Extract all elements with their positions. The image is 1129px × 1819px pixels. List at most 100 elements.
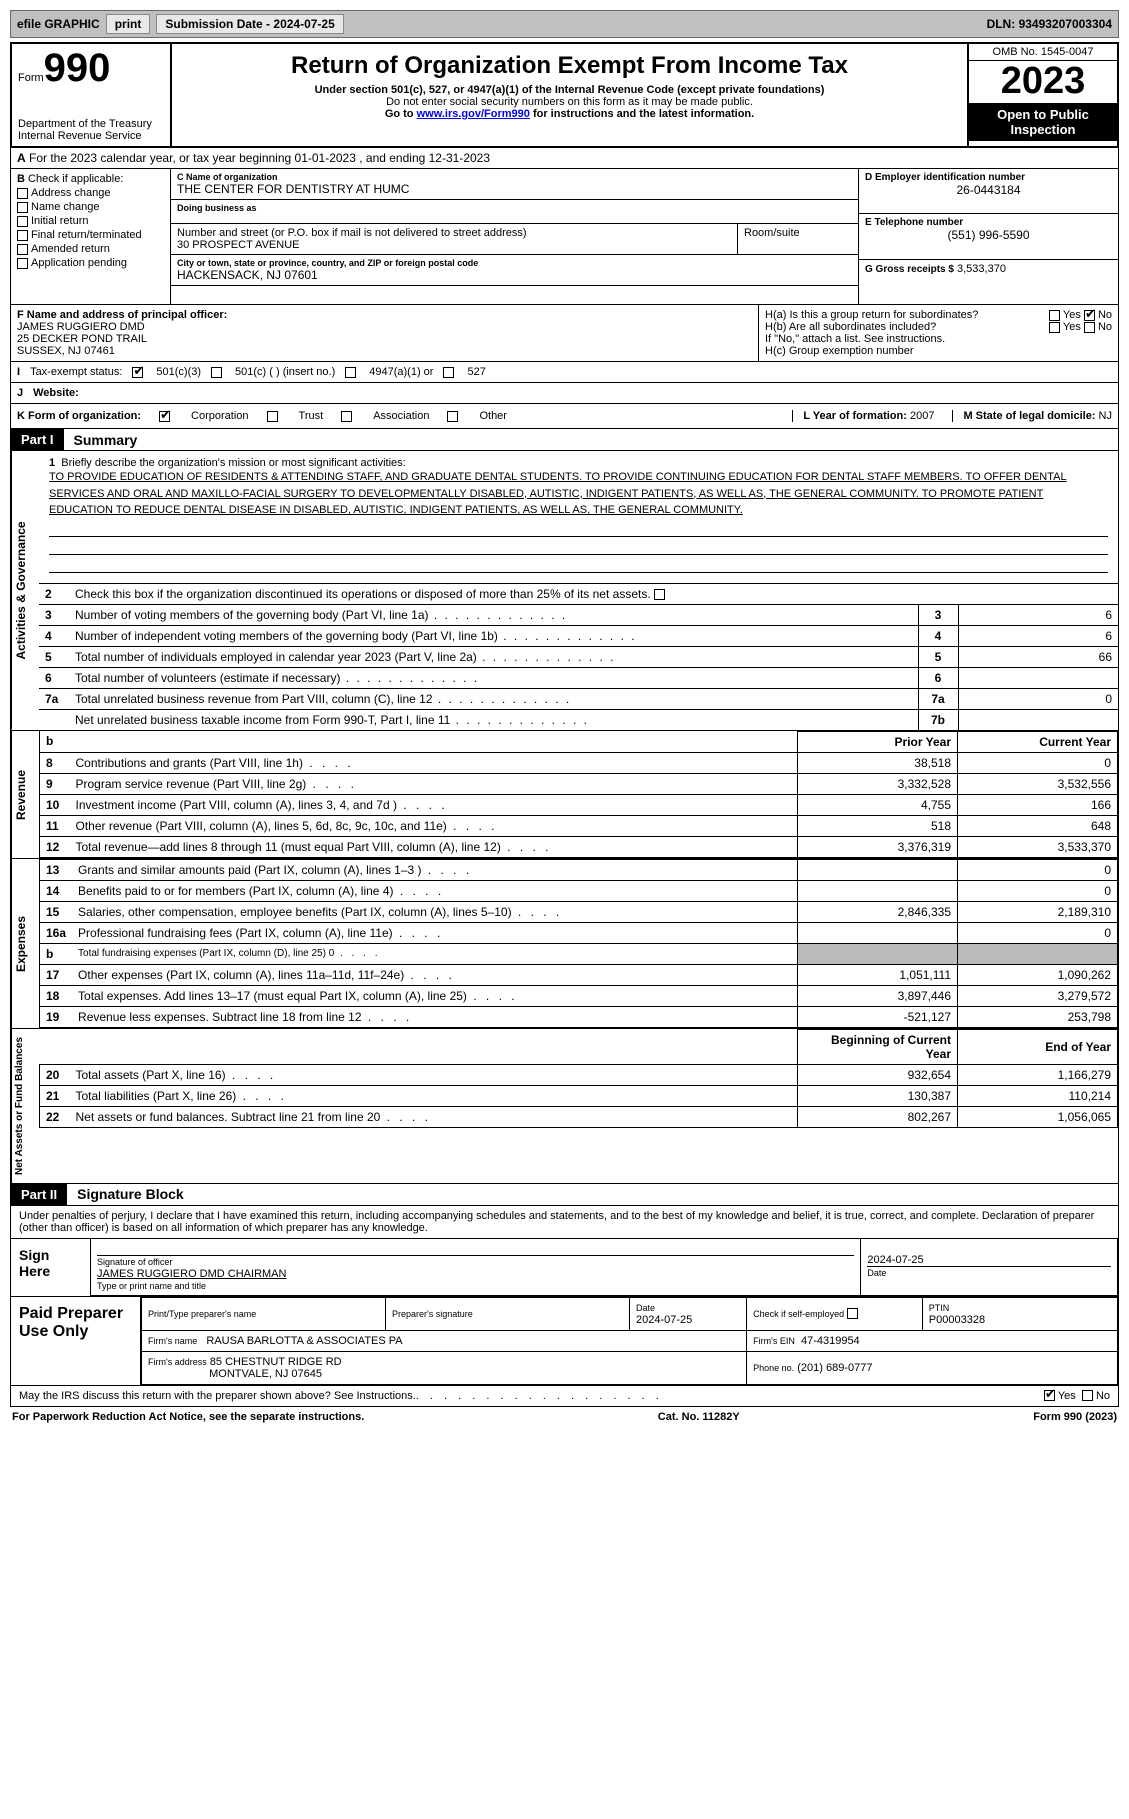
- current-year-val: 166: [958, 794, 1118, 815]
- form-number: 990: [44, 46, 111, 90]
- paid-preparer-block: Paid Preparer Use Only Print/Type prepar…: [10, 1297, 1119, 1386]
- chk-trust[interactable]: [267, 411, 278, 422]
- chk-501c3[interactable]: [132, 367, 143, 378]
- city-row: City or town, state or province, country…: [171, 255, 858, 286]
- chk-line2[interactable]: [654, 589, 665, 600]
- discuss-yes-chk[interactable]: [1044, 1390, 1055, 1401]
- chk-corporation[interactable]: [159, 411, 170, 422]
- dba-label: Doing business as: [177, 203, 852, 213]
- irs-link[interactable]: www.irs.gov/Form990: [417, 108, 530, 120]
- chk-self-employed[interactable]: [847, 1308, 858, 1319]
- prior-year-val: [798, 922, 958, 943]
- prior-year-val: 802,267: [798, 1106, 958, 1127]
- line-7a-val: 0: [958, 688, 1118, 709]
- prior-year-val: -521,127: [798, 1006, 958, 1027]
- line-num: 11: [40, 815, 70, 836]
- mission-block: 1 Briefly describe the organization's mi…: [39, 451, 1118, 583]
- footer-right: Form 990 (2023): [1033, 1411, 1117, 1423]
- hb-yes-chk[interactable]: [1049, 322, 1060, 333]
- prep-date-value: 2024-07-25: [636, 1314, 692, 1326]
- chk-name-change[interactable]: Name change: [17, 201, 164, 213]
- hc-row: H(c) Group exemption number: [765, 345, 1112, 357]
- tax-status-row: I Tax-exempt status: 501(c)(3) 501(c) ( …: [10, 362, 1119, 383]
- line-num: 17: [40, 964, 73, 985]
- prep-sig-label: Preparer's signature: [392, 1309, 473, 1319]
- governance-section: Activities & Governance 1 Briefly descri…: [10, 451, 1119, 731]
- prior-year-val: [798, 880, 958, 901]
- city-label: City or town, state or province, country…: [177, 258, 852, 268]
- firm-ein-label: Firm's EIN: [753, 1336, 795, 1346]
- row-a-text: For the 2023 calendar year, or tax year …: [29, 151, 490, 165]
- ha-no-chk[interactable]: [1084, 310, 1095, 321]
- line-desc: Investment income (Part VIII, column (A)…: [70, 794, 798, 815]
- line-3: Number of voting members of the governin…: [69, 604, 918, 625]
- line-desc: Benefits paid to or for members (Part IX…: [72, 880, 797, 901]
- gross-receipts-row: G Gross receipts $ 3,533,370: [859, 260, 1118, 304]
- expenses-table: 13Grants and similar amounts paid (Part …: [39, 859, 1118, 1028]
- discuss-no-chk[interactable]: [1082, 1390, 1093, 1401]
- line-num: b: [40, 943, 73, 964]
- current-year-val: [958, 943, 1118, 964]
- line-7b-val: [958, 709, 1118, 730]
- chk-application-pending[interactable]: Application pending: [17, 257, 164, 269]
- chk-501c[interactable]: [211, 367, 222, 378]
- part2-bar: Part II Signature Block: [10, 1184, 1119, 1206]
- ein-row: D Employer identification number 26-0443…: [859, 169, 1118, 214]
- print-button[interactable]: print: [106, 14, 151, 34]
- ptin-label: PTIN: [929, 1303, 950, 1313]
- line-desc: Contributions and grants (Part VIII, lin…: [70, 752, 798, 773]
- column-c: C Name of organization THE CENTER FOR DE…: [171, 169, 858, 304]
- form-title: Return of Organization Exempt From Incom…: [180, 52, 959, 80]
- tax-status-label: Tax-exempt status:: [30, 366, 122, 378]
- sig-officer-label: Signature of officer: [97, 1257, 172, 1267]
- current-year-val: 3,279,572: [958, 985, 1118, 1006]
- net-assets-section: Net Assets or Fund Balances Beginning of…: [10, 1029, 1119, 1184]
- ptin-value: P00003328: [929, 1314, 985, 1326]
- line-4: Number of independent voting members of …: [69, 625, 918, 646]
- current-year-val: 0: [958, 922, 1118, 943]
- chk-address-change[interactable]: Address change: [17, 187, 164, 199]
- firm-addr-label: Firm's address: [148, 1357, 207, 1367]
- tab-governance: Activities & Governance: [11, 451, 39, 730]
- i-label: I: [17, 366, 20, 378]
- principal-officer: F Name and address of principal officer:…: [11, 305, 758, 361]
- year-formation: L Year of formation: 2007: [792, 410, 934, 422]
- line-desc: Other revenue (Part VIII, column (A), li…: [70, 815, 798, 836]
- discuss-question: May the IRS discuss this return with the…: [19, 1390, 416, 1402]
- current-year-val: 110,214: [958, 1085, 1118, 1106]
- mission-underline: [49, 559, 1108, 573]
- chk-4947[interactable]: [345, 367, 356, 378]
- line-6-val: [958, 667, 1118, 688]
- form-subtitle-1: Under section 501(c), 527, or 4947(a)(1)…: [180, 84, 959, 96]
- prior-year-val: 3,897,446: [798, 985, 958, 1006]
- chk-association[interactable]: [341, 411, 352, 422]
- footer-mid: Cat. No. 11282Y: [658, 1411, 740, 1423]
- current-year-hdr: Current Year: [958, 731, 1118, 752]
- prior-year-hdr: Prior Year: [798, 731, 958, 752]
- prior-year-val: 4,755: [798, 794, 958, 815]
- perjury-statement: Under penalties of perjury, I declare th…: [10, 1206, 1119, 1239]
- prior-year-val: [798, 859, 958, 880]
- prior-year-val: 1,051,111: [798, 964, 958, 985]
- main-info-block: B Check if applicable: Address change Na…: [10, 169, 1119, 305]
- current-year-val: 3,532,556: [958, 773, 1118, 794]
- gross-receipts-label: G Gross receipts $: [865, 264, 954, 275]
- hb-no-chk[interactable]: [1084, 322, 1095, 333]
- prior-year-val: 518: [798, 815, 958, 836]
- ha-yes-chk[interactable]: [1049, 310, 1060, 321]
- firm-name-value: RAUSA BARLOTTA & ASSOCIATES PA: [206, 1335, 402, 1347]
- chk-other[interactable]: [447, 411, 458, 422]
- chk-amended-return[interactable]: Amended return: [17, 243, 164, 255]
- blank-row: [171, 286, 858, 304]
- paid-preparer-label: Paid Preparer Use Only: [11, 1297, 141, 1385]
- prep-date-label: Date: [636, 1303, 655, 1313]
- prep-name-label: Print/Type preparer's name: [148, 1309, 256, 1319]
- chk-527[interactable]: [443, 367, 454, 378]
- expenses-section: Expenses 13Grants and similar amounts pa…: [10, 859, 1119, 1029]
- b-label: b: [40, 731, 70, 752]
- line-desc: Total fundraising expenses (Part IX, col…: [72, 943, 797, 964]
- tab-expenses: Expenses: [11, 859, 39, 1028]
- chk-initial-return[interactable]: Initial return: [17, 215, 164, 227]
- line-num: 8: [40, 752, 70, 773]
- chk-final-return[interactable]: Final return/terminated: [17, 229, 164, 241]
